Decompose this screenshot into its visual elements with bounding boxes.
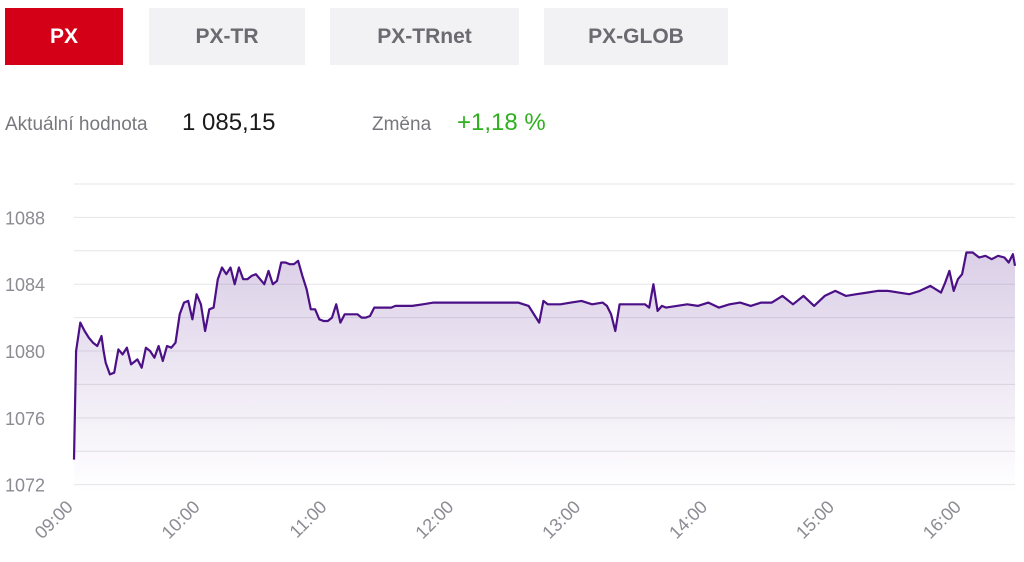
x-tick-label: 16:00 [919, 497, 965, 543]
y-tick-label: 1080 [5, 342, 45, 362]
current-value-label: Aktuální hodnota [5, 114, 148, 135]
x-tick-label: 09:00 [31, 497, 77, 543]
y-tick-label: 1088 [5, 208, 45, 228]
x-tick-label: 12:00 [411, 497, 457, 543]
x-tick-label: 10:00 [158, 497, 204, 543]
current-value: 1 085,15 [182, 109, 276, 136]
x-tick-label: 11:00 [286, 497, 331, 542]
series-area [74, 252, 1015, 493]
index-line-chart: 1072 1076 1080 1084 1088 09:00 10:00 11:00 12:0… [5, 183, 1017, 543]
x-tick-label: 15:00 [792, 497, 838, 543]
change-value: +1,18 % [457, 109, 546, 136]
chart-area [74, 252, 1015, 493]
y-tick-label: 1076 [5, 409, 45, 429]
chart-series [72, 251, 1017, 460]
y-axis: 1072 1076 1080 1084 1088 [5, 208, 45, 495]
y-tick-label: 1072 [5, 476, 45, 496]
tab-px[interactable]: PX [5, 8, 123, 65]
change-label: Změna [372, 114, 432, 135]
tab-px-trnet[interactable]: PX-TRnet [330, 8, 519, 65]
tab-px-tr[interactable]: PX-TR [149, 8, 305, 65]
x-axis: 09:00 10:00 11:00 12:00 13:00 14:00 15:00 16:00 [31, 497, 965, 543]
index-stats: Aktuální hodnota 1 085,15 Změna +1,18 % [5, 104, 705, 144]
tab-px-glob[interactable]: PX-GLOB [544, 8, 728, 65]
x-tick-label: 13:00 [538, 497, 584, 543]
x-tick-label: 14:00 [665, 497, 711, 543]
series-line [72, 251, 1017, 460]
y-tick-label: 1084 [5, 275, 45, 295]
